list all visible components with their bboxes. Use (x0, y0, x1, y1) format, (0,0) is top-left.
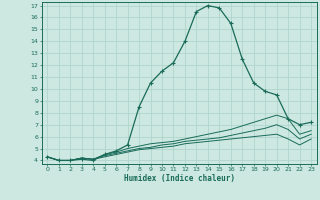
X-axis label: Humidex (Indice chaleur): Humidex (Indice chaleur) (124, 174, 235, 183)
